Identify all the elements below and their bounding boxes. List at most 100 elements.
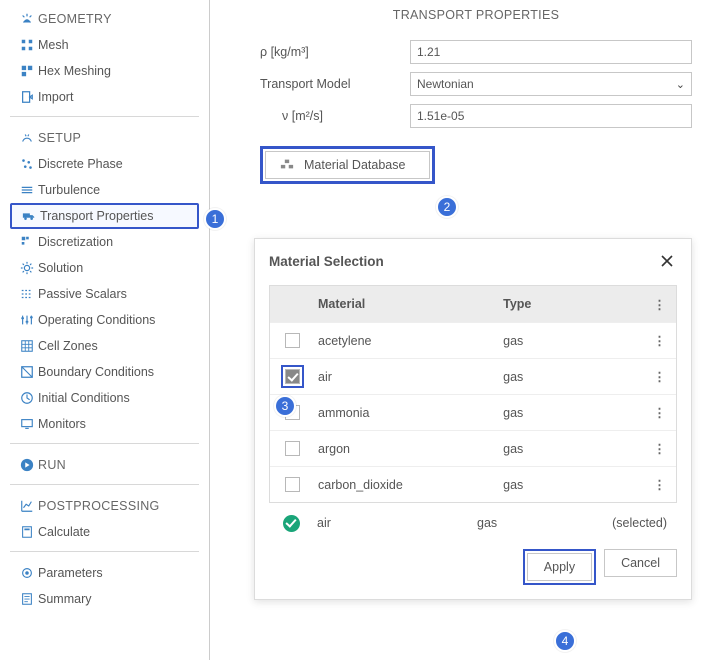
cell-material: air	[314, 370, 503, 384]
target-icon	[16, 566, 38, 580]
sidebar-item-cell-zones[interactable]: Cell Zones	[10, 333, 199, 359]
table-row[interactable]: air gas ⋮	[270, 358, 676, 394]
play-icon	[16, 458, 38, 472]
sidebar-item-label: Calculate	[38, 525, 195, 539]
close-icon	[660, 254, 674, 268]
panel-title: TRANSPORT PROPERTIES	[260, 8, 692, 22]
row-checkbox[interactable]	[285, 477, 300, 492]
mesh-icon	[16, 38, 38, 52]
callout-badge-2: 2	[436, 196, 458, 218]
calculator-icon	[16, 525, 38, 539]
sidebar-header-postprocessing[interactable]: POSTPROCESSING	[10, 493, 199, 519]
sidebar-item-turbulence[interactable]: Turbulence	[10, 177, 199, 203]
sidebar-header-setup[interactable]: SETUP	[10, 125, 199, 151]
selected-name: air	[313, 516, 477, 530]
transport-model-label: Transport Model	[260, 77, 410, 91]
database-icon	[280, 158, 294, 173]
sidebar-item-summary[interactable]: Summary	[10, 586, 199, 612]
selected-material-row: air gas (selected)	[269, 503, 677, 543]
table-row[interactable]: ammonia gas ⋮	[270, 394, 676, 430]
row-menu-icon[interactable]: ⋮	[642, 333, 676, 348]
monitor-icon	[16, 417, 38, 431]
row-menu-icon[interactable]: ⋮	[642, 441, 676, 456]
sidebar-header-run[interactable]: RUN	[10, 452, 199, 478]
sidebar-item-label: Operating Conditions	[38, 313, 195, 327]
cell-material: acetylene	[314, 334, 503, 348]
sidebar-header-label: POSTPROCESSING	[38, 499, 195, 513]
discretization-icon	[16, 235, 38, 249]
sidebar-group-run: RUN	[10, 450, 199, 485]
clock-icon	[16, 391, 38, 405]
selected-type: gas	[477, 516, 597, 530]
sidebar-group-postprocessing: POSTPROCESSING Calculate	[10, 491, 199, 552]
sidebar-item-operating-conditions[interactable]: Operating Conditions	[10, 307, 199, 333]
table-header: Material Type ⋮	[270, 286, 676, 322]
dialog-header: Material Selection	[255, 239, 691, 285]
transport-model-value: Newtonian	[417, 77, 474, 91]
sidebar-item-label: Initial Conditions	[38, 391, 195, 405]
close-button[interactable]	[657, 251, 677, 271]
sidebar-item-import[interactable]: Import	[10, 84, 199, 110]
discrete-phase-icon	[16, 157, 38, 171]
sidebar-item-hex-meshing[interactable]: Hex Meshing	[10, 58, 199, 84]
chevron-down-icon: ⌄	[676, 78, 685, 91]
row-checkbox[interactable]	[285, 333, 300, 348]
material-database-button[interactable]: Material Database	[265, 151, 430, 179]
col-type: Type	[503, 297, 642, 311]
sidebar-item-label: Boundary Conditions	[38, 365, 195, 379]
transport-properties-panel: TRANSPORT PROPERTIES ρ [kg/m³] Transport…	[230, 0, 702, 194]
gear-icon	[16, 261, 38, 275]
sidebar-header-geometry[interactable]: GEOMETRY	[10, 6, 199, 32]
header-menu-icon[interactable]: ⋮	[642, 297, 676, 312]
density-label: ρ [kg/m³]	[260, 45, 410, 59]
table-row[interactable]: acetylene gas ⋮	[270, 322, 676, 358]
apply-button[interactable]: Apply	[527, 553, 592, 581]
grid-icon	[16, 339, 38, 353]
sidebar-item-calculate[interactable]: Calculate	[10, 519, 199, 545]
table-row[interactable]: argon gas ⋮	[270, 430, 676, 466]
sidebar-item-passive-scalars[interactable]: Passive Scalars	[10, 281, 199, 307]
row-menu-icon[interactable]: ⋮	[642, 369, 676, 384]
sidebar-item-label: Solution	[38, 261, 195, 275]
sidebar-item-label: Mesh	[38, 38, 195, 52]
sidebar-item-transport-properties[interactable]: Transport Properties	[10, 203, 199, 229]
row-checkbox[interactable]	[285, 441, 300, 456]
sidebar-item-label: Monitors	[38, 417, 195, 431]
sidebar-item-mesh[interactable]: Mesh	[10, 32, 199, 58]
sidebar-group-setup: SETUP Discrete Phase Turbulence Transpor…	[10, 123, 199, 444]
document-icon	[16, 592, 38, 606]
hex-icon	[16, 64, 38, 78]
dialog-title: Material Selection	[269, 254, 657, 269]
sidebar-item-label: Discretization	[38, 235, 195, 249]
sidebar-item-initial-conditions[interactable]: Initial Conditions	[10, 385, 199, 411]
sidebar-item-label: Discrete Phase	[38, 157, 195, 171]
material-database-highlight: Material Database	[260, 146, 435, 184]
transport-model-row: Transport Model Newtonian ⌄	[260, 72, 692, 96]
boundary-icon	[16, 365, 38, 379]
nu-input[interactable]	[410, 104, 692, 128]
sidebar-item-boundary-conditions[interactable]: Boundary Conditions	[10, 359, 199, 385]
sidebar-item-parameters[interactable]: Parameters	[10, 560, 199, 586]
cancel-button[interactable]: Cancel	[604, 549, 677, 577]
sidebar-item-discretization[interactable]: Discretization	[10, 229, 199, 255]
sidebar-item-monitors[interactable]: Monitors	[10, 411, 199, 437]
cell-material: carbon_dioxide	[314, 478, 503, 492]
sidebar-item-label: Import	[38, 90, 195, 104]
density-row: ρ [kg/m³]	[260, 40, 692, 64]
table-row[interactable]: carbon_dioxide gas ⋮	[270, 466, 676, 502]
dialog-buttons: Apply Cancel	[255, 543, 691, 585]
row-menu-icon[interactable]: ⋮	[642, 405, 676, 420]
row-checkbox[interactable]	[285, 369, 300, 384]
sidebar-item-discrete-phase[interactable]: Discrete Phase	[10, 151, 199, 177]
cell-type: gas	[503, 370, 642, 384]
geometry-icon	[16, 12, 38, 26]
sidebar-item-solution[interactable]: Solution	[10, 255, 199, 281]
density-input[interactable]	[410, 40, 692, 64]
sidebar: GEOMETRY Mesh Hex Meshing Import SETUP D…	[0, 0, 210, 660]
transport-model-select[interactable]: Newtonian ⌄	[410, 72, 692, 96]
row-menu-icon[interactable]: ⋮	[642, 477, 676, 492]
scalars-icon	[16, 287, 38, 301]
materials-table: Material Type ⋮ acetylene gas ⋮ air gas …	[269, 285, 677, 503]
sidebar-item-label: Summary	[38, 592, 195, 606]
cell-type: gas	[503, 442, 642, 456]
